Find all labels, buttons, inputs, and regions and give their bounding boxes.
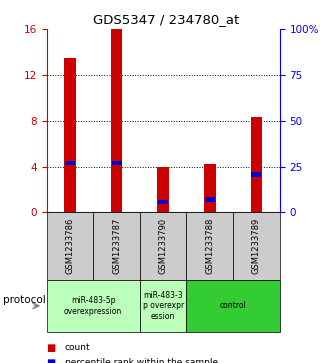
Text: ■: ■: [47, 358, 56, 363]
Text: GSM1233789: GSM1233789: [252, 218, 261, 274]
Bar: [251, 117, 262, 212]
Text: miR-483-3
p overexpr
ession: miR-483-3 p overexpr ession: [143, 291, 184, 321]
Bar: [158, 200, 168, 204]
Text: miR-483-5p
overexpression: miR-483-5p overexpression: [64, 296, 122, 315]
Bar: [251, 172, 261, 177]
Bar: [205, 197, 215, 202]
Bar: [65, 161, 75, 166]
Text: GSM1233786: GSM1233786: [65, 218, 75, 274]
Text: GSM1233788: GSM1233788: [205, 218, 214, 274]
Bar: [112, 161, 122, 166]
Text: GSM1233790: GSM1233790: [159, 218, 168, 274]
Text: control: control: [220, 301, 246, 310]
Bar: [157, 167, 169, 212]
Text: count: count: [65, 343, 91, 352]
Text: GDS5347 / 234780_at: GDS5347 / 234780_at: [93, 13, 240, 26]
Text: ■: ■: [47, 343, 56, 353]
Text: protocol: protocol: [3, 295, 46, 305]
Text: GSM1233787: GSM1233787: [112, 218, 121, 274]
Text: percentile rank within the sample: percentile rank within the sample: [65, 358, 218, 363]
Bar: [204, 164, 216, 212]
Bar: [64, 58, 76, 212]
Bar: [111, 29, 123, 212]
